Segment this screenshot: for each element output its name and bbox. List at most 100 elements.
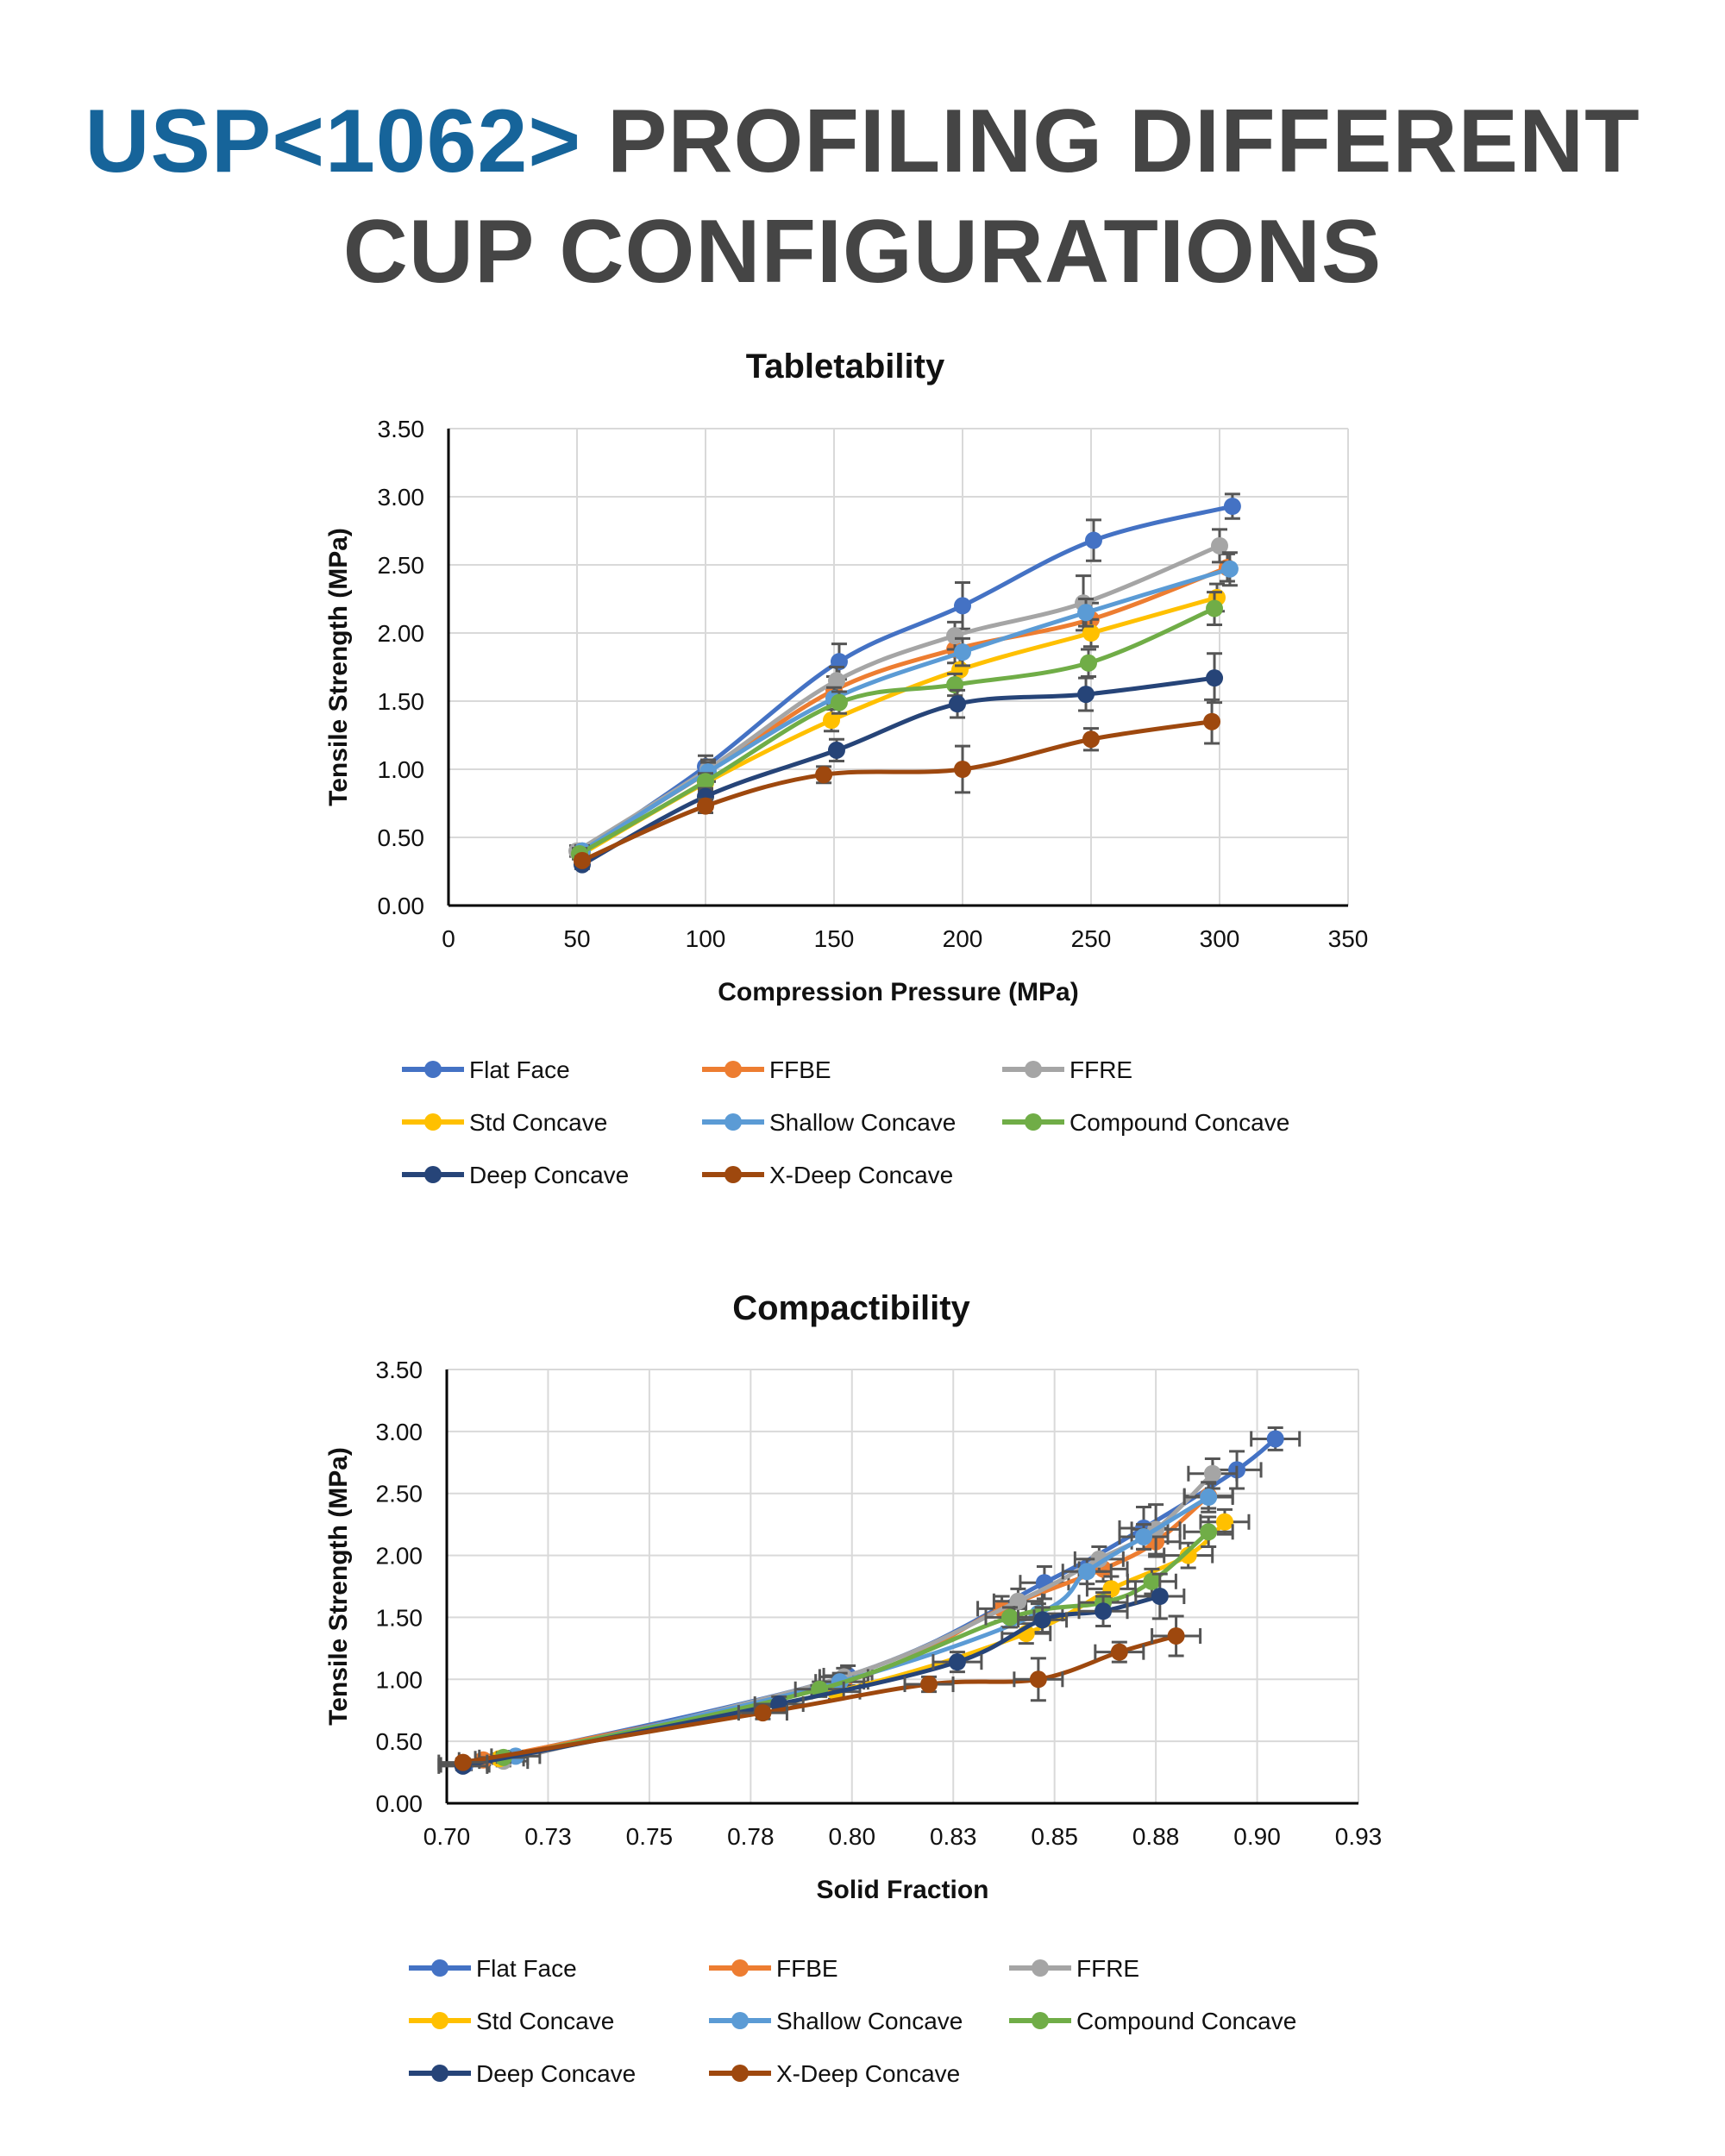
tabletability-x-tick-label: 100 — [686, 925, 726, 952]
compactibility-point-flat-face — [1266, 1430, 1284, 1448]
tabletability-point-flat-face — [1084, 531, 1102, 549]
tabletability-legend-marker-std-concave — [424, 1113, 442, 1131]
compactibility-legend-marker-deep-concave — [431, 2065, 448, 2082]
tabletability-point-compound-concave — [697, 773, 714, 791]
tabletability-y-tick-label: 1.50 — [378, 688, 425, 715]
tabletability-x-tick-label: 250 — [1071, 925, 1112, 952]
tabletability-point-x-deep-concave — [954, 761, 971, 778]
tabletability-point-std-concave — [1082, 624, 1100, 642]
compactibility-x-axis-label: Solid Fraction — [816, 1876, 988, 1904]
compactibility-point-std-concave — [1179, 1546, 1197, 1564]
compactibility-series-flat-face — [439, 1426, 1302, 1774]
tabletability-legend-item-std-concave: Std Concave — [402, 1109, 607, 1136]
compactibility-legend-marker-compound-concave — [1032, 2012, 1049, 2029]
compactibility-legend-marker-x-deep-concave — [731, 2065, 749, 2082]
compactibility-title: Compactibility — [732, 1289, 970, 1327]
tabletability-legend-marker-flat-face — [424, 1061, 442, 1078]
tabletability-y-tick-label: 3.50 — [378, 416, 425, 442]
tabletability-point-shallow-concave — [1220, 560, 1239, 578]
compactibility-point-std-concave — [1215, 1513, 1233, 1531]
compactibility-legend-label-ffbe: FFBE — [776, 1955, 838, 1982]
tabletability-point-ffre — [1211, 536, 1228, 555]
tabletability-point-shallow-concave — [1077, 604, 1095, 622]
compactibility-y-tick-label: 0.00 — [376, 1790, 423, 1817]
tabletability-legend-label-compound-concave: Compound Concave — [1070, 1109, 1289, 1136]
tabletability-x-axis-label: Compression Pressure (MPa) — [718, 978, 1078, 1006]
tabletability-point-ffre — [827, 672, 845, 690]
compactibility-legend-label-shallow-concave: Shallow Concave — [776, 2008, 963, 2034]
compactibility-y-tick-label: 2.50 — [376, 1481, 423, 1507]
compactibility-legend-item-std-concave: Std Concave — [409, 2008, 614, 2034]
title-accent: USP<1062> — [85, 91, 582, 191]
tabletability-x-tick-label: 150 — [814, 925, 855, 952]
compactibility-point-x-deep-concave — [1029, 1670, 1047, 1689]
compactibility-point-ffre — [1203, 1464, 1221, 1482]
tabletability-series-x-deep-concave — [573, 698, 1221, 869]
tabletability-point-std-concave — [823, 711, 841, 730]
tabletability-y-tick-label: 0.50 — [378, 824, 425, 851]
tabletability-legend-item-flat-face: Flat Face — [402, 1056, 570, 1083]
compactibility-point-shallow-concave — [1135, 1528, 1153, 1546]
compactibility-chart: Compactibility 0.70 0.73 0.75 0.78 0.80 0.83 0.… — [324, 1289, 1382, 2087]
compactibility-point-ffre — [1009, 1592, 1027, 1610]
compactibility-point-compound-concave — [1000, 1608, 1019, 1626]
tabletability-legend-marker-ffre — [1025, 1061, 1042, 1078]
compactibility-legend-marker-flat-face — [431, 1959, 448, 1977]
compactibility-legend-item-ffbe: FFBE — [709, 1955, 838, 1982]
tabletability-legend-label-deep-concave: Deep Concave — [469, 1162, 629, 1188]
compactibility-point-shallow-concave — [1200, 1489, 1218, 1507]
compactibility-point-x-deep-concave — [754, 1704, 772, 1722]
tabletability-series-line-compound-concave — [578, 606, 1216, 856]
tabletability-series-deep-concave — [573, 652, 1224, 874]
compactibility-series-ffbe — [457, 1482, 1234, 1769]
compactibility-legend-label-std-concave: Std Concave — [476, 2008, 614, 2034]
compactibility-y-tick-label: 3.00 — [376, 1419, 423, 1445]
tabletability-series-line-flat-face — [580, 504, 1233, 853]
tabletability-legend-label-shallow-concave: Shallow Concave — [769, 1109, 956, 1136]
compactibility-legend-label-ffre: FFRE — [1076, 1955, 1139, 1982]
compactibility-legend-label-deep-concave: Deep Concave — [476, 2060, 636, 2087]
compactibility-series-x-deep-concave — [437, 1614, 1202, 1771]
tabletability-point-compound-concave — [1206, 599, 1224, 617]
compactibility-point-compound-concave — [1143, 1572, 1161, 1590]
tabletability-x-tick-label: 350 — [1328, 925, 1369, 952]
tabletability-legend-item-shallow-concave: Shallow Concave — [702, 1109, 956, 1136]
tabletability-point-compound-concave — [1080, 654, 1098, 672]
tabletability-point-compound-concave — [830, 693, 848, 711]
compactibility-legend-marker-shallow-concave — [731, 2012, 749, 2029]
compactibility-y-axis-label: Tensile Strength (MPa) — [324, 1447, 353, 1726]
compactibility-legend-marker-std-concave — [431, 2012, 448, 2029]
compactibility-y-tick-label: 1.00 — [376, 1666, 423, 1693]
compactibility-x-tick-label: 0.80 — [829, 1823, 876, 1850]
compactibility-x-tick-label: 0.78 — [727, 1823, 775, 1850]
compactibility-point-shallow-concave — [1078, 1563, 1096, 1581]
compactibility-x-tick-label: 0.75 — [626, 1823, 674, 1850]
tabletability-y-tick-label: 0.00 — [378, 893, 425, 919]
compactibility-point-x-deep-concave — [454, 1753, 472, 1771]
compactibility-x-tick-label: 0.70 — [423, 1823, 471, 1850]
compactibility-series-line-ffbe — [482, 1494, 1210, 1763]
tabletability-series-line-ffre — [575, 543, 1220, 853]
tabletability-point-x-deep-concave — [1082, 730, 1100, 749]
tabletability-legend-marker-compound-concave — [1025, 1113, 1042, 1131]
compactibility-y-tick-label: 1.50 — [376, 1604, 423, 1631]
tabletability-y-axis-label: Tensile Strength (MPa) — [324, 528, 353, 806]
compactibility-y-tick-label: 3.50 — [376, 1357, 423, 1383]
tabletability-point-flat-face — [1223, 498, 1241, 516]
compactibility-legend-marker-ffbe — [731, 1959, 749, 1977]
compactibility-x-tick-label: 0.85 — [1031, 1823, 1078, 1850]
tabletability-x-tick-label: 50 — [563, 925, 590, 952]
compactibility-series-shallow-concave — [490, 1481, 1234, 1765]
compactibility-legend-item-ffre: FFRE — [1009, 1955, 1139, 1982]
tabletability-chart: Tabletability 0 50 100 150 200 250 300 350 0.00 0.… — [324, 348, 1369, 1188]
tabletability-y-tick-label: 2.00 — [378, 620, 425, 647]
tabletability-point-x-deep-concave — [697, 797, 714, 815]
compactibility-legend-item-flat-face: Flat Face — [409, 1955, 577, 1982]
tabletability-point-x-deep-concave — [815, 766, 833, 784]
tabletability-point-shallow-concave — [954, 643, 971, 661]
compactibility-x-tick-label: 0.88 — [1132, 1823, 1180, 1850]
compactibility-point-deep-concave — [1095, 1602, 1113, 1620]
compactibility-legend-marker-ffre — [1032, 1959, 1049, 1977]
compactibility-x-tick-label: 0.90 — [1233, 1823, 1281, 1850]
compactibility-point-ffre — [1090, 1550, 1108, 1568]
